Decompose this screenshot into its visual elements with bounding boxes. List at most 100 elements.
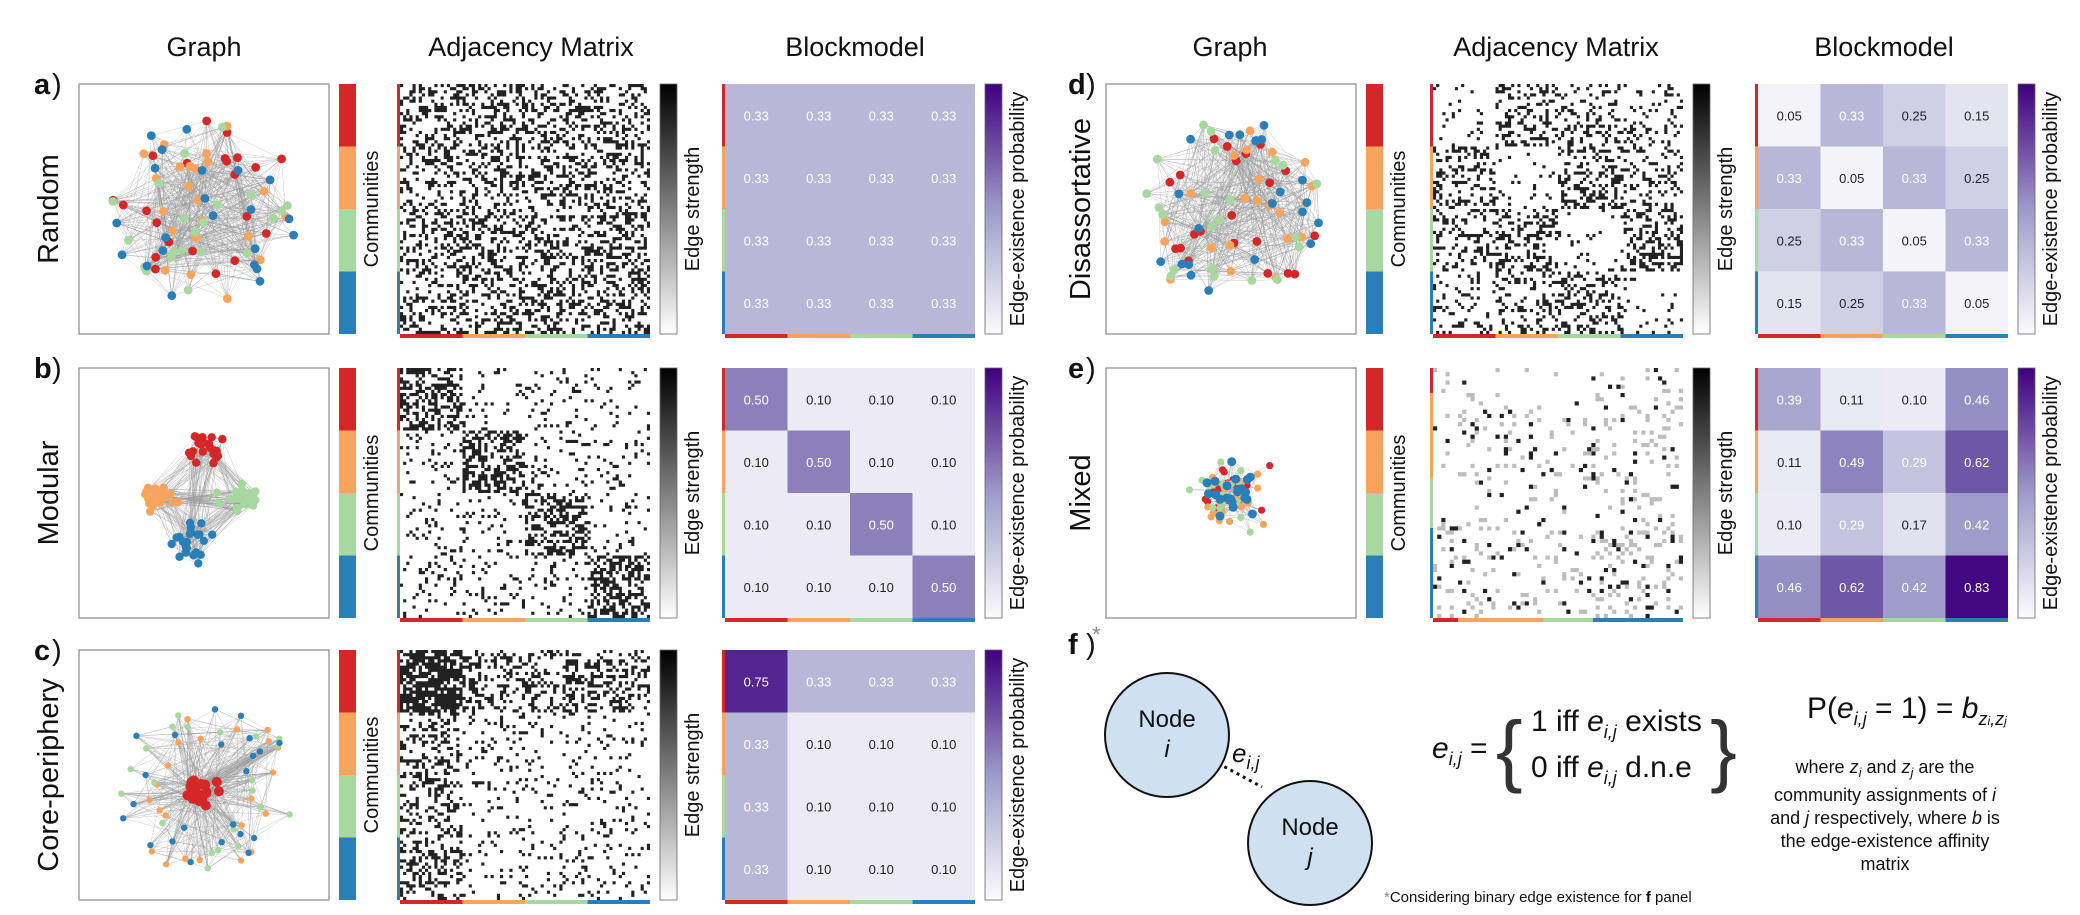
- blockmodel-axis-bottom-d-0: [1758, 334, 1821, 338]
- graph-node-c-34: [163, 861, 170, 868]
- column-header-5: Blockmodel: [1814, 32, 1954, 62]
- graph-node-e-85: [1242, 494, 1252, 504]
- blockmodel-cell-c-3-1: [787, 837, 850, 900]
- graph-node-a-8: [251, 163, 261, 172]
- blockmodel-value-c-2-2: 0.10: [869, 799, 894, 814]
- graph-node-d-33: [1207, 243, 1217, 253]
- adjacency-axis-b-bottom-0: [400, 618, 463, 622]
- graph-node-c-33: [233, 726, 241, 733]
- graph-frame-c: [78, 649, 330, 901]
- blockmodel-value-b-1-1: 0.50: [806, 455, 831, 470]
- blockmodel-value-e-0-1: 0.11: [1840, 392, 1864, 407]
- graph-node-c-73: [237, 712, 245, 719]
- blockmodel-cell-d-1-0: [1758, 146, 1821, 209]
- panel-letter-e: e: [1068, 353, 1084, 385]
- graph-node-a-72: [197, 166, 207, 175]
- blockmodel-value-a-1-0: 0.33: [744, 171, 769, 186]
- blockmodel-cell-d-3-2: [1883, 271, 1946, 334]
- graph-node-c-39: [175, 739, 182, 746]
- blockmodel-cell-b-0-2: [850, 368, 913, 431]
- blockmodel-axis-left-d-0: [1755, 84, 1758, 147]
- graph-node-a-87: [252, 264, 262, 274]
- graph-node-d-71: [1186, 270, 1196, 280]
- graph-node-a-54: [198, 218, 208, 228]
- graph-node-a-6: [118, 200, 128, 210]
- graph-node-d-80: [1224, 130, 1234, 140]
- graph-node-b-83: [185, 529, 195, 539]
- edge-prob-colorbar-c: [984, 649, 1003, 901]
- blockmodel-value-a-3-3: 0.33: [931, 296, 956, 311]
- edge-prob-label-d: Edge-existence probability: [2040, 92, 2062, 327]
- blockmodel-cell-a-3-1: [787, 271, 850, 334]
- blockmodel-value-e-2-2: 0.17: [1902, 517, 1927, 532]
- blockmodel-axis-bottom-b-0: [725, 618, 788, 622]
- graph-node-e-56: [1217, 458, 1225, 466]
- graph-node-d-57: [1292, 232, 1301, 242]
- graph-node-a-83: [233, 166, 243, 175]
- panel-letter-c: c: [34, 635, 50, 667]
- blockmodel-axis-left-a-3: [722, 271, 725, 334]
- graph-node-a-77: [250, 244, 260, 254]
- graph-node-a-22: [139, 149, 149, 159]
- graph-node-d-47: [1247, 276, 1257, 285]
- graph-node-e-71: [1215, 511, 1225, 521]
- blockmodel-value-e-0-2: 0.10: [1902, 392, 1927, 407]
- graph-node-e-75: [1227, 457, 1237, 467]
- graph-node-d-1: [1290, 269, 1300, 279]
- graph-node-b-59: [249, 489, 258, 498]
- graph-node-c-30: [184, 716, 191, 723]
- graph-node-c-45: [118, 790, 125, 797]
- community-bar-b-1: [339, 430, 356, 493]
- graph-node-b-32: [166, 489, 175, 498]
- blockmodel-axis-left-b-1: [722, 430, 725, 493]
- blockmodel-cell-d-3-0: [1758, 271, 1821, 334]
- graph-node-a-60: [242, 248, 252, 258]
- node-j-var: j: [1307, 844, 1313, 871]
- blockmodel-cell-c-0-1: [787, 650, 850, 713]
- graph-node-e-83: [1231, 474, 1241, 484]
- graph-node-d-54: [1200, 188, 1209, 198]
- blockmodel-cell-b-2-3: [912, 493, 975, 556]
- panel-c: c) Core-periphery Communities Edge strength…: [33, 635, 1029, 904]
- graph-node-d-75: [1251, 136, 1260, 146]
- graph-node-a-48: [217, 122, 227, 132]
- graph-node-d-9: [1263, 269, 1273, 278]
- graph-node-d-32: [1226, 266, 1236, 276]
- graph-node-a-74: [117, 250, 127, 260]
- blockmodel-value-d-1-1: 0.05: [1839, 171, 1864, 186]
- blockmodel-value-a-3-0: 0.33: [744, 296, 769, 311]
- blockmodel-cell-e-3-0: [1758, 555, 1821, 618]
- graph-node-a-73: [200, 194, 210, 203]
- graph-node-a-16: [277, 154, 286, 164]
- graph-node-c-22: [264, 726, 271, 734]
- blockmodel-cell-b-1-2: [850, 430, 913, 493]
- graph-node-d-4: [1265, 178, 1275, 188]
- graph-node-a-55: [154, 178, 164, 188]
- edge-strength-colorbar-e: [1692, 367, 1711, 619]
- graph-node-a-49: [190, 227, 200, 237]
- node-i-var: i: [1164, 736, 1170, 763]
- graph-node-c-56: [249, 787, 256, 794]
- panel-name-b: Modular: [33, 440, 65, 545]
- blockmodel-cell-d-0-1: [1820, 84, 1883, 147]
- graph-node-a-79: [161, 233, 170, 243]
- blockmodel-value-a-0-3: 0.33: [931, 108, 956, 123]
- blockmodel-value-c-0-2: 0.33: [869, 674, 894, 689]
- blockmodel-value-b-3-3: 0.50: [931, 580, 956, 595]
- adjacency-axis-d-left-1: [1430, 146, 1433, 209]
- community-bar-d-2: [1366, 209, 1383, 272]
- adjacency-axis-a-bottom-3: [587, 334, 650, 338]
- graph-node-c-57: [230, 826, 237, 833]
- graph-node-e-77: [1202, 478, 1212, 488]
- community-bar-a-3: [339, 271, 356, 334]
- edge-prob-label-b: Edge-existence probability: [1007, 376, 1029, 611]
- blockmodel-axis-bottom-c-1: [787, 900, 850, 904]
- graph-node-c-32: [162, 812, 169, 819]
- graph-node-d-76: [1298, 175, 1307, 185]
- adjacency-axis-e-bottom-3: [1593, 618, 1683, 622]
- graph-node-d-82: [1275, 187, 1285, 197]
- communities-label-e: Communities: [1388, 435, 1410, 552]
- blockmodel-cell-c-1-3: [912, 712, 975, 775]
- blockmodel-value-a-3-1: 0.33: [806, 296, 831, 311]
- graph-node-a-85: [142, 261, 152, 271]
